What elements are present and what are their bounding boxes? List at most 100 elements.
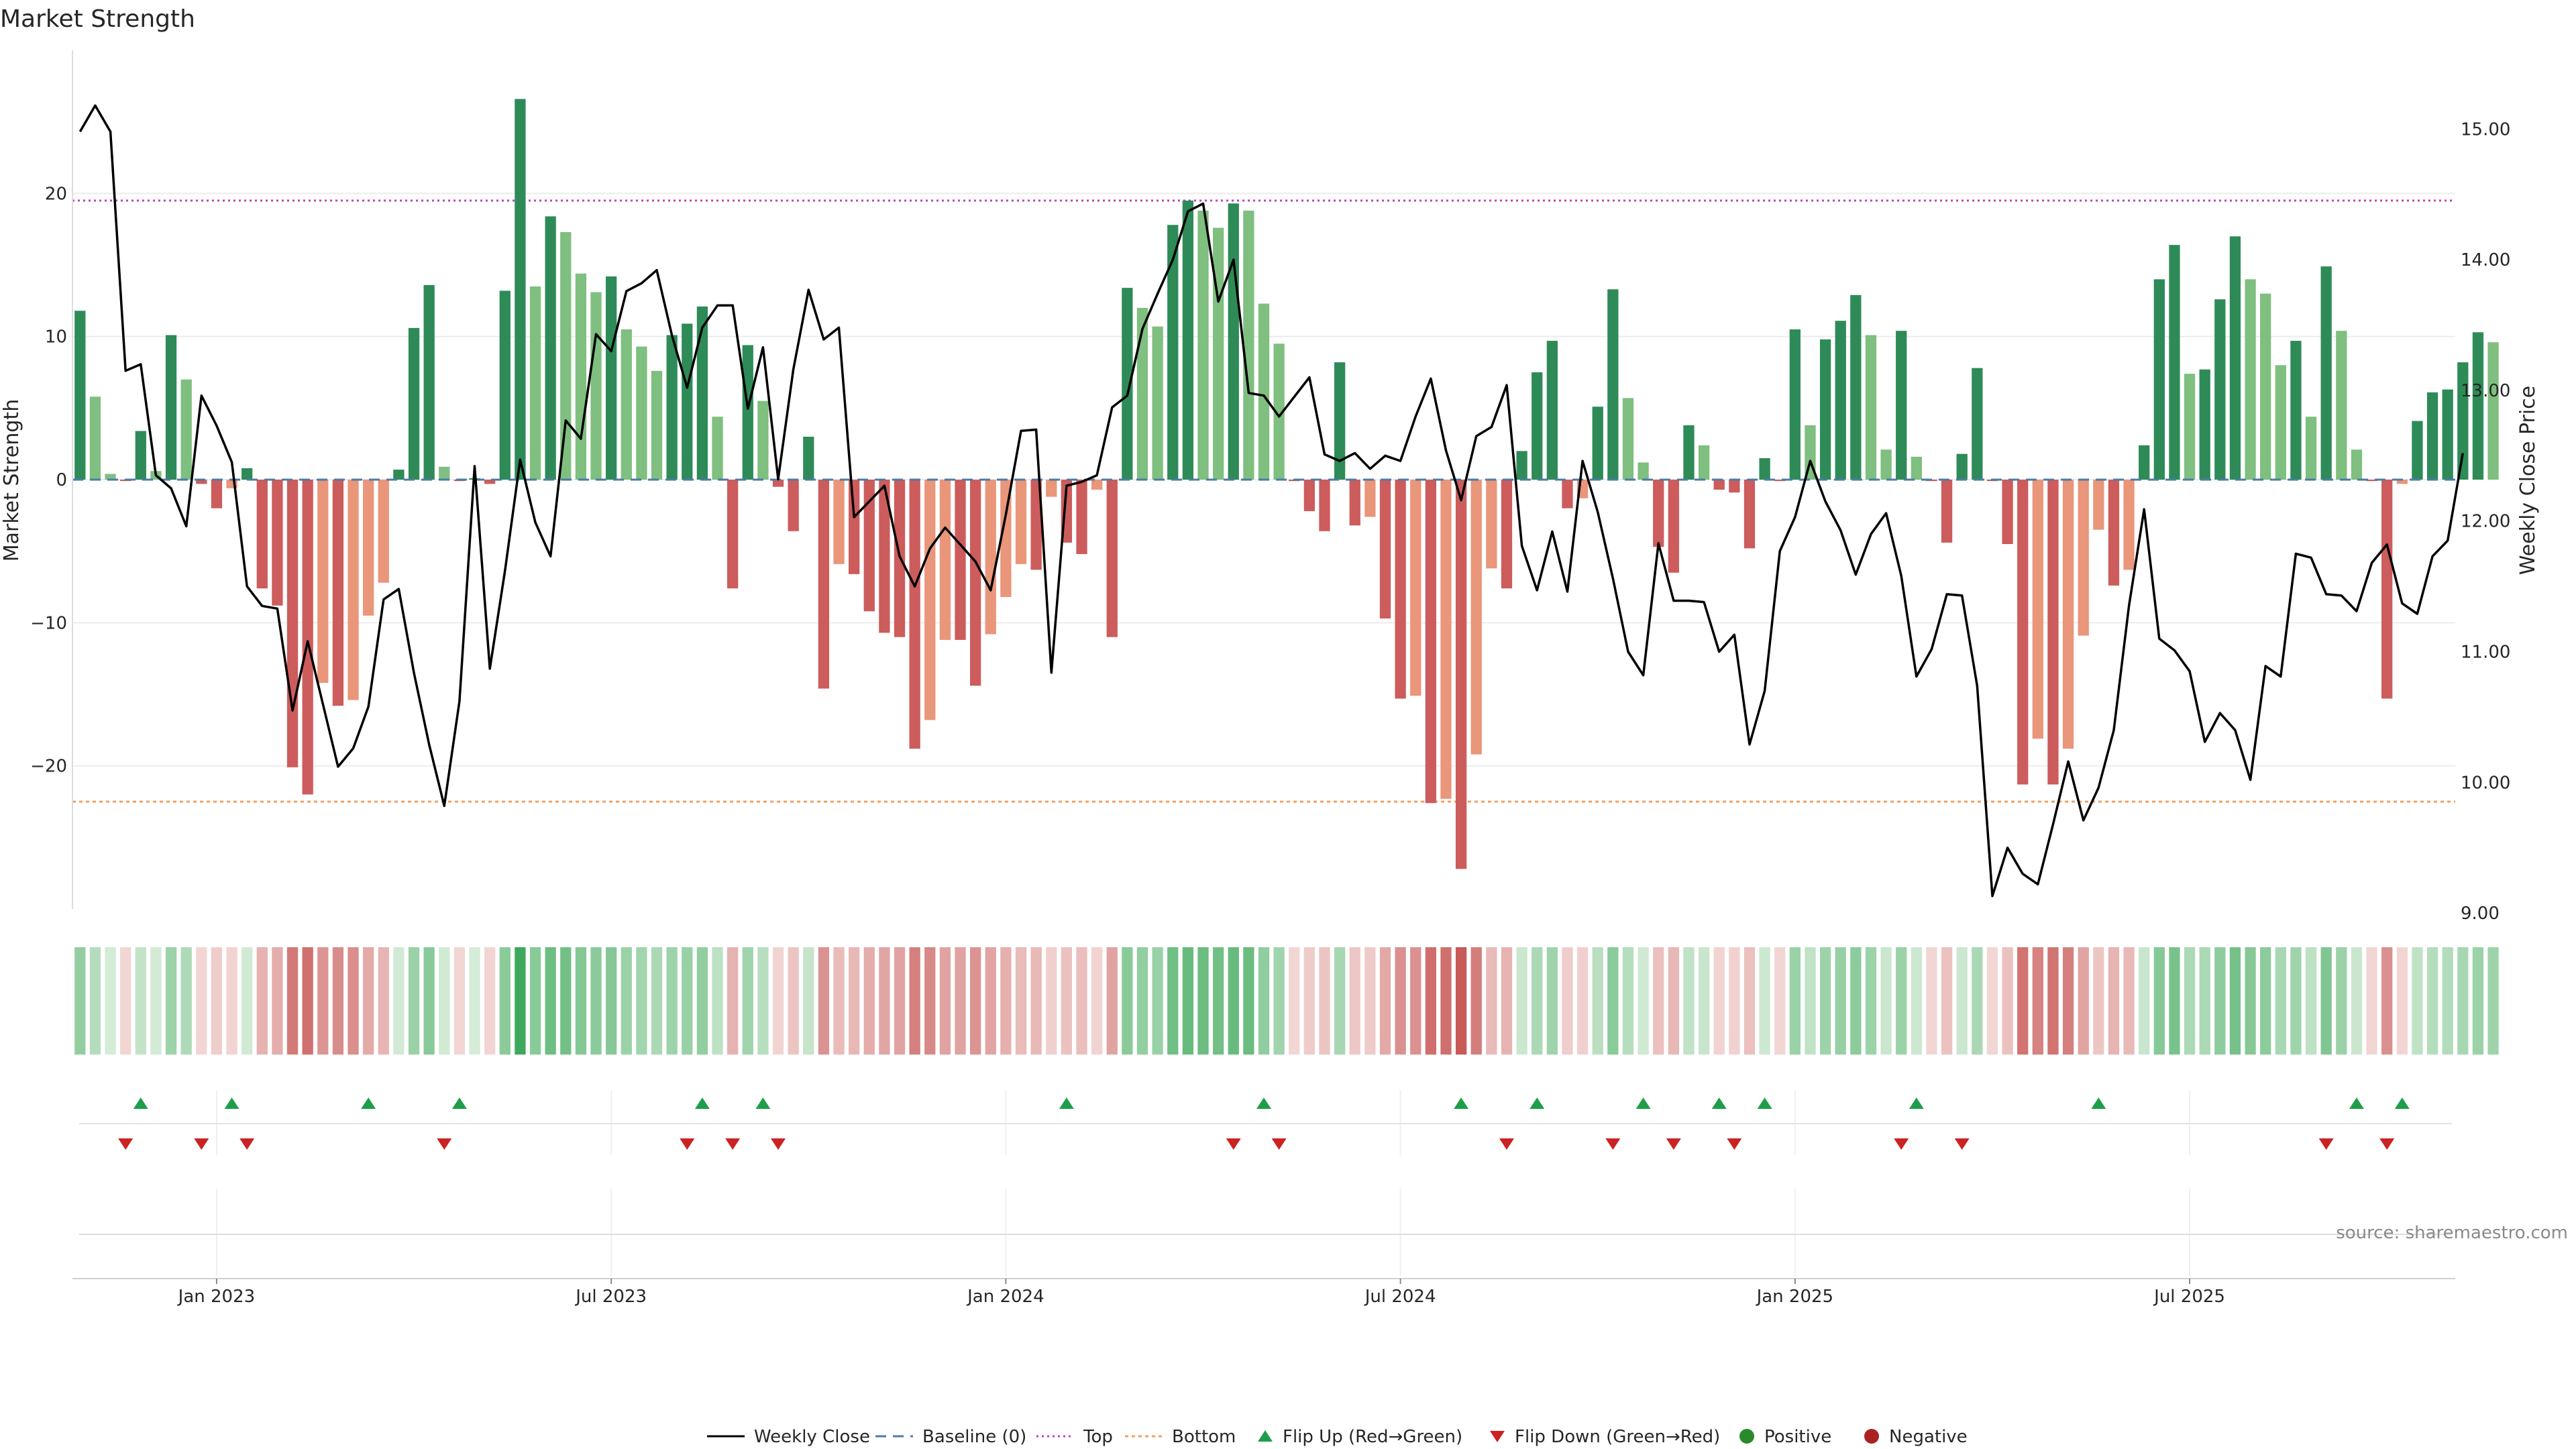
heat-cell (1212, 947, 1224, 1055)
strength-bar (621, 329, 632, 480)
heat-cell (636, 947, 647, 1055)
flip-up-marker (2394, 1097, 2410, 1109)
strength-bars (74, 99, 2499, 869)
strength-bar (1076, 480, 1087, 554)
strength-bar (1106, 480, 1118, 637)
heat-cell (833, 947, 845, 1055)
heat-cell (256, 947, 268, 1055)
heat-cell (2305, 947, 2317, 1055)
heat-cell (909, 947, 920, 1055)
heat-cell (1410, 947, 1421, 1055)
heat-cell (165, 947, 177, 1055)
heat-cell (1379, 947, 1391, 1055)
heat-cell (423, 947, 435, 1055)
heat-cell (2078, 947, 2089, 1055)
strength-bar (2123, 480, 2135, 570)
strength-bar (1182, 201, 1194, 480)
legend-baseline: Baseline (0) (875, 1427, 1026, 1447)
strength-bar (712, 417, 723, 480)
strength-bar (1562, 480, 1573, 508)
strength-bar (1622, 398, 1634, 480)
heat-cell (1395, 947, 1406, 1055)
strength-bar (1486, 480, 1497, 569)
heat-cell (1865, 947, 1877, 1055)
heat-cell (2381, 947, 2393, 1055)
strength-bar (165, 335, 177, 480)
heat-cell (803, 947, 814, 1055)
strength-bar (1243, 210, 1254, 480)
strength-bar (1592, 407, 1603, 480)
heat-cell (894, 947, 906, 1055)
heat-cell (1698, 947, 1710, 1055)
strength-bar (2245, 279, 2256, 480)
heat-cell (1956, 947, 1968, 1055)
heat-cell (2442, 947, 2453, 1055)
flip-up-marker (451, 1097, 467, 1109)
heat-cell (1470, 947, 1482, 1055)
strength-bar (393, 470, 405, 480)
legend-bottom-label: Bottom (1172, 1427, 1236, 1447)
strength-bar (969, 480, 981, 686)
heat-cell (1668, 947, 1679, 1055)
strength-bar (1759, 458, 1770, 480)
strength-bar (378, 480, 389, 583)
heat-cell (1819, 947, 1831, 1055)
heat-cell (378, 947, 389, 1055)
strength-bar (1425, 480, 1437, 804)
strength-heat-strip (74, 947, 2499, 1055)
heat-cell (302, 947, 313, 1055)
strength-bar (2366, 480, 2377, 482)
heat-cell (89, 947, 101, 1055)
heat-cell (120, 947, 131, 1055)
strength-bar (529, 286, 541, 480)
strength-bar (772, 480, 784, 487)
heat-cell (2472, 947, 2484, 1055)
heat-cell (1546, 947, 1558, 1055)
heat-cell (1455, 947, 1467, 1055)
legend-flip-down-label: Flip Down (Green→Red) (1515, 1427, 1720, 1447)
heat-cell (2032, 947, 2043, 1055)
strength-bar (439, 466, 450, 480)
heat-cell (272, 947, 283, 1055)
legend-positive-swatch (1739, 1429, 1754, 1444)
legend-flip-down: Flip Down (Green→Red) (1490, 1427, 1720, 1447)
strength-bar (727, 480, 739, 589)
strength-bar (2169, 245, 2180, 480)
right-tick-label: 10.00 (2461, 773, 2510, 793)
strength-bar (757, 400, 769, 480)
flip-down-marker (1666, 1138, 1681, 1150)
strength-bar (2275, 365, 2286, 480)
heat-cell (1258, 947, 1270, 1055)
flip-down-marker (1605, 1138, 1621, 1150)
strength-bar (955, 480, 966, 640)
strength-bar (2093, 480, 2104, 530)
heat-cell (727, 947, 739, 1055)
strength-bar (1835, 321, 1846, 480)
strength-bar (879, 480, 890, 633)
strength-bar (2078, 480, 2089, 636)
legend-flip-up-label: Flip Up (Red→Green) (1283, 1427, 1462, 1447)
legend: Weekly Close Baseline (0) Top Bottom Flip Up… (707, 1427, 1968, 1447)
strength-bar (347, 480, 359, 700)
heat-cell (2139, 947, 2150, 1055)
strength-bar (2108, 480, 2120, 586)
heat-cell (2396, 947, 2408, 1055)
flip-down-marker (1499, 1138, 1514, 1150)
strength-bar (1668, 480, 1679, 573)
heat-cell (1486, 947, 1497, 1055)
strength-bar (135, 431, 146, 480)
strength-bar (1516, 451, 1527, 480)
x-tick-label: Jul 2023 (574, 1287, 647, 1307)
heat-cell (2214, 947, 2226, 1055)
heat-cell (439, 947, 450, 1055)
flip-up-marker (224, 1097, 239, 1109)
heat-cell (1986, 947, 1998, 1055)
strength-bar (1152, 326, 1163, 480)
strength-bar (1258, 303, 1270, 480)
heat-cell (1941, 947, 1953, 1055)
strength-bar (803, 437, 814, 480)
heat-cell (1622, 947, 1634, 1055)
legend-flip-down-swatch (1490, 1431, 1505, 1442)
heat-cell (560, 947, 572, 1055)
heat-cell (696, 947, 708, 1055)
